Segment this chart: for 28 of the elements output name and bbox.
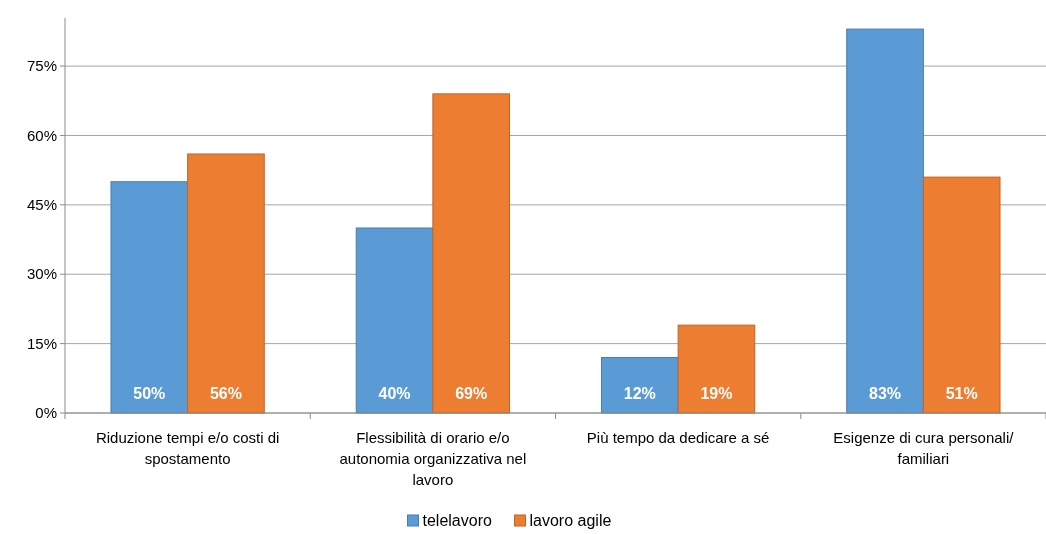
y-tick-label: 75% (26, 57, 57, 75)
data-label: 51% (945, 385, 978, 402)
y-tick-label: 45% (26, 196, 57, 214)
data-label: 40% (378, 385, 411, 402)
data-label: 12% (623, 385, 656, 402)
data-label: 69% (455, 385, 488, 402)
bar (187, 153, 265, 414)
y-tick-label: 60% (26, 126, 57, 144)
y-tick-label: 15% (26, 334, 57, 352)
bar (355, 227, 434, 414)
data-label: 56% (209, 385, 242, 402)
bar (677, 324, 756, 414)
bar (600, 357, 679, 414)
x-tick-label: Flessibilità di orario e/o autonomia organizzativa nel lavoro (339, 429, 527, 488)
legend-label: telelavoro (422, 512, 492, 529)
y-tick-label: 30% (26, 265, 57, 283)
x-tick-label: Più tempo da dedicare a sé (586, 429, 770, 446)
x-tick-label: Riduzione tempi e/o costi di spostamento (95, 429, 280, 467)
data-label: 83% (869, 385, 902, 402)
data-label: 19% (700, 385, 733, 402)
data-label: 50% (133, 385, 166, 402)
bar (110, 181, 189, 414)
bar (922, 176, 1001, 414)
legend-label: lavoro agile (529, 512, 612, 529)
bar (432, 93, 511, 414)
bar (846, 28, 924, 414)
x-tick-label: Esigenze di cura personali/ familiari (833, 429, 1015, 467)
y-tick-label: 0% (35, 404, 57, 422)
